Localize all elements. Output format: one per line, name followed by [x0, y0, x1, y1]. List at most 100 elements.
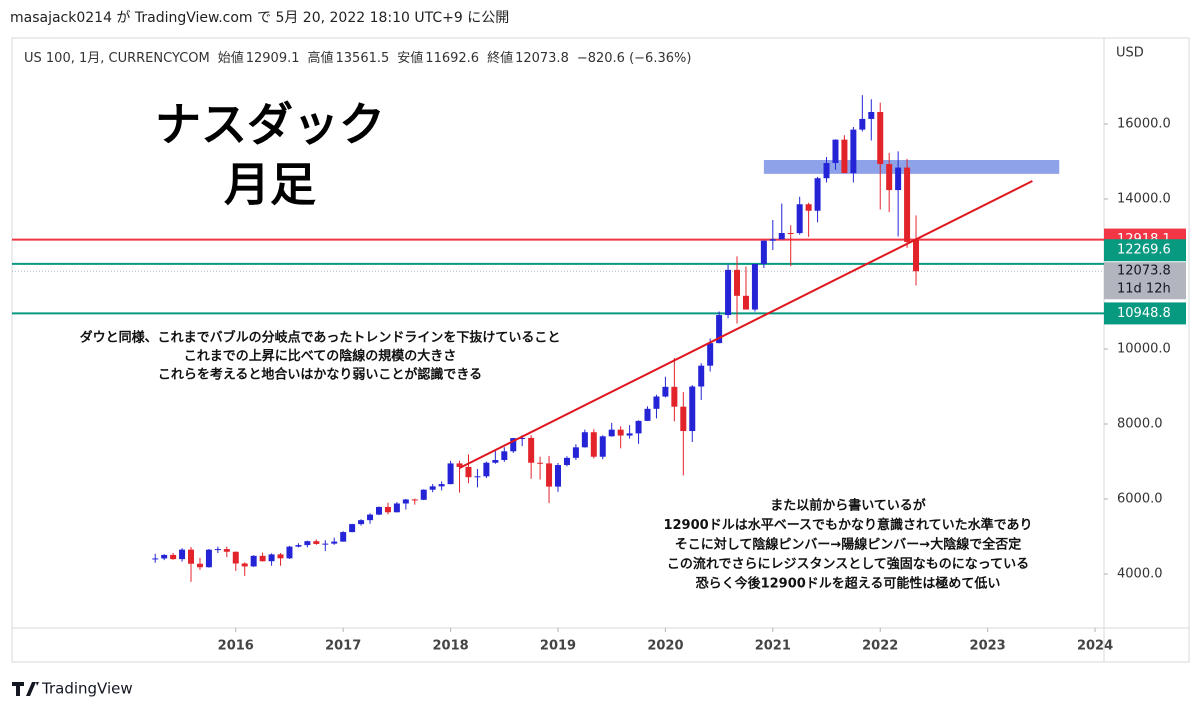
- candle-body: [581, 432, 588, 448]
- candle-body: [913, 239, 920, 272]
- annotation: 恐らく今後12900ドルを超える可能性は極めて低い: [696, 576, 1001, 592]
- legend-value: 12073.8: [515, 51, 569, 66]
- y-tick-label: 14000.0: [1117, 192, 1171, 207]
- chart-frame: [11, 37, 1190, 663]
- candle-body: [662, 386, 669, 397]
- candle-body: [349, 524, 356, 533]
- candle-body: [170, 554, 177, 560]
- candle-body: [599, 436, 606, 457]
- candle-body: [196, 563, 203, 568]
- candle-body: [689, 386, 696, 432]
- candle-body: [429, 486, 436, 490]
- candle-body: [331, 541, 338, 544]
- candle-body: [402, 499, 409, 504]
- candle-body: [572, 447, 579, 458]
- candle-body: [214, 549, 221, 551]
- footer-logo: [12, 682, 39, 696]
- y-tick-label: 8000.0: [1117, 417, 1163, 432]
- last-price-label-bg: [1104, 262, 1186, 300]
- candle-body: [778, 233, 785, 240]
- x-tick-label: 2017: [325, 639, 361, 654]
- candle-body: [563, 457, 570, 466]
- annotation: この流れでさらにレジスタンスとして強固なものになっている: [667, 556, 1029, 572]
- x-tick-label: 2020: [647, 639, 683, 654]
- x-tick-label: 2024: [1077, 639, 1113, 654]
- annotation: また以前から書いているが: [770, 498, 926, 514]
- candle-body: [304, 541, 311, 546]
- currency: USD: [1116, 46, 1144, 61]
- candle-body: [474, 476, 481, 478]
- candle-body: [868, 112, 875, 119]
- candle-body: [232, 551, 239, 564]
- footer: TradingView: [41, 680, 133, 698]
- candles: [152, 95, 920, 582]
- candle-body: [268, 554, 275, 562]
- candle-body: [447, 463, 454, 485]
- candle-body: [340, 532, 347, 542]
- candle-body: [510, 438, 517, 452]
- legend-value: 11692.6: [425, 51, 480, 66]
- candle-body: [161, 554, 168, 559]
- candle-body: [725, 269, 732, 316]
- legend-label: 始値: [217, 51, 244, 66]
- candle-body: [295, 545, 302, 547]
- candle-body: [859, 118, 866, 130]
- candle-body: [832, 139, 839, 164]
- annotation: 12900ドルは水平ベースでもかなり意識されていた水準であり: [663, 517, 1032, 533]
- y-tick-label: 4000.0: [1117, 567, 1163, 582]
- chart-title: ナスダック: [155, 98, 385, 152]
- trendline: [459, 180, 1033, 469]
- x-tick-label: 2022: [862, 639, 898, 654]
- y-tick-label: 10000.0: [1117, 342, 1171, 357]
- annotation: これまでの上昇に比べての陰線の規模の大きさ: [184, 348, 456, 364]
- legend-label: 終値: [487, 51, 514, 66]
- candle-body: [734, 269, 741, 296]
- price-label-bg: [1104, 239, 1186, 262]
- y-tick-label: 16000.0: [1117, 117, 1171, 132]
- price-label: 12269.6: [1117, 243, 1171, 258]
- candle-body: [223, 549, 230, 552]
- candle-body: [671, 386, 678, 407]
- price-label: 10948.8: [1117, 306, 1171, 321]
- legend-value: 12909.1: [245, 51, 300, 66]
- candle-body: [483, 462, 490, 477]
- candle-body: [277, 554, 284, 559]
- candle-body: [501, 451, 508, 460]
- candle-body: [546, 463, 553, 487]
- candle-body: [250, 555, 257, 567]
- candle-body: [751, 263, 758, 310]
- candle-body: [241, 563, 248, 567]
- candle-body: [313, 541, 320, 544]
- candle-body: [590, 432, 597, 457]
- candle-body: [886, 164, 893, 191]
- symbol: US 100, 1月, CURRENCYCOM: [24, 51, 210, 66]
- candle-body: [411, 499, 418, 501]
- candle-body: [796, 204, 803, 234]
- candle-body: [626, 433, 633, 436]
- candle-body: [904, 167, 911, 242]
- candle-body: [769, 239, 776, 241]
- annotation: これらを考えると地合いはかなり弱いことが認識できる: [158, 367, 482, 383]
- x-tick-label: 2021: [755, 639, 791, 654]
- x-tick-label: 2018: [432, 639, 468, 654]
- candle-body: [393, 503, 400, 513]
- legend: US 100, 1月, CURRENCYCOM 始値 12909.1 高値 13561.…: [24, 47, 693, 66]
- y-tick-label: 6000.0: [1117, 492, 1163, 507]
- candle-body: [814, 178, 821, 211]
- header: masajack0214 が TradingView.com で 5月 20, …: [10, 10, 509, 26]
- annotation: ダウと同様、これまでバブルの分岐点であったトレンドラインを下抜けていること: [80, 330, 561, 346]
- candle-body: [438, 484, 445, 487]
- candle-body: [358, 520, 365, 525]
- candle-body: [850, 129, 857, 174]
- candle-body: [367, 514, 374, 521]
- candle-body: [492, 460, 499, 463]
- candle-body: [877, 112, 884, 165]
- x-tick-label: 2023: [970, 639, 1006, 654]
- candle-body: [384, 506, 391, 513]
- candle-body: [653, 396, 660, 409]
- candle-body: [680, 406, 687, 432]
- candle-body: [805, 204, 812, 211]
- candle-body: [465, 466, 472, 478]
- candle-body: [286, 546, 293, 559]
